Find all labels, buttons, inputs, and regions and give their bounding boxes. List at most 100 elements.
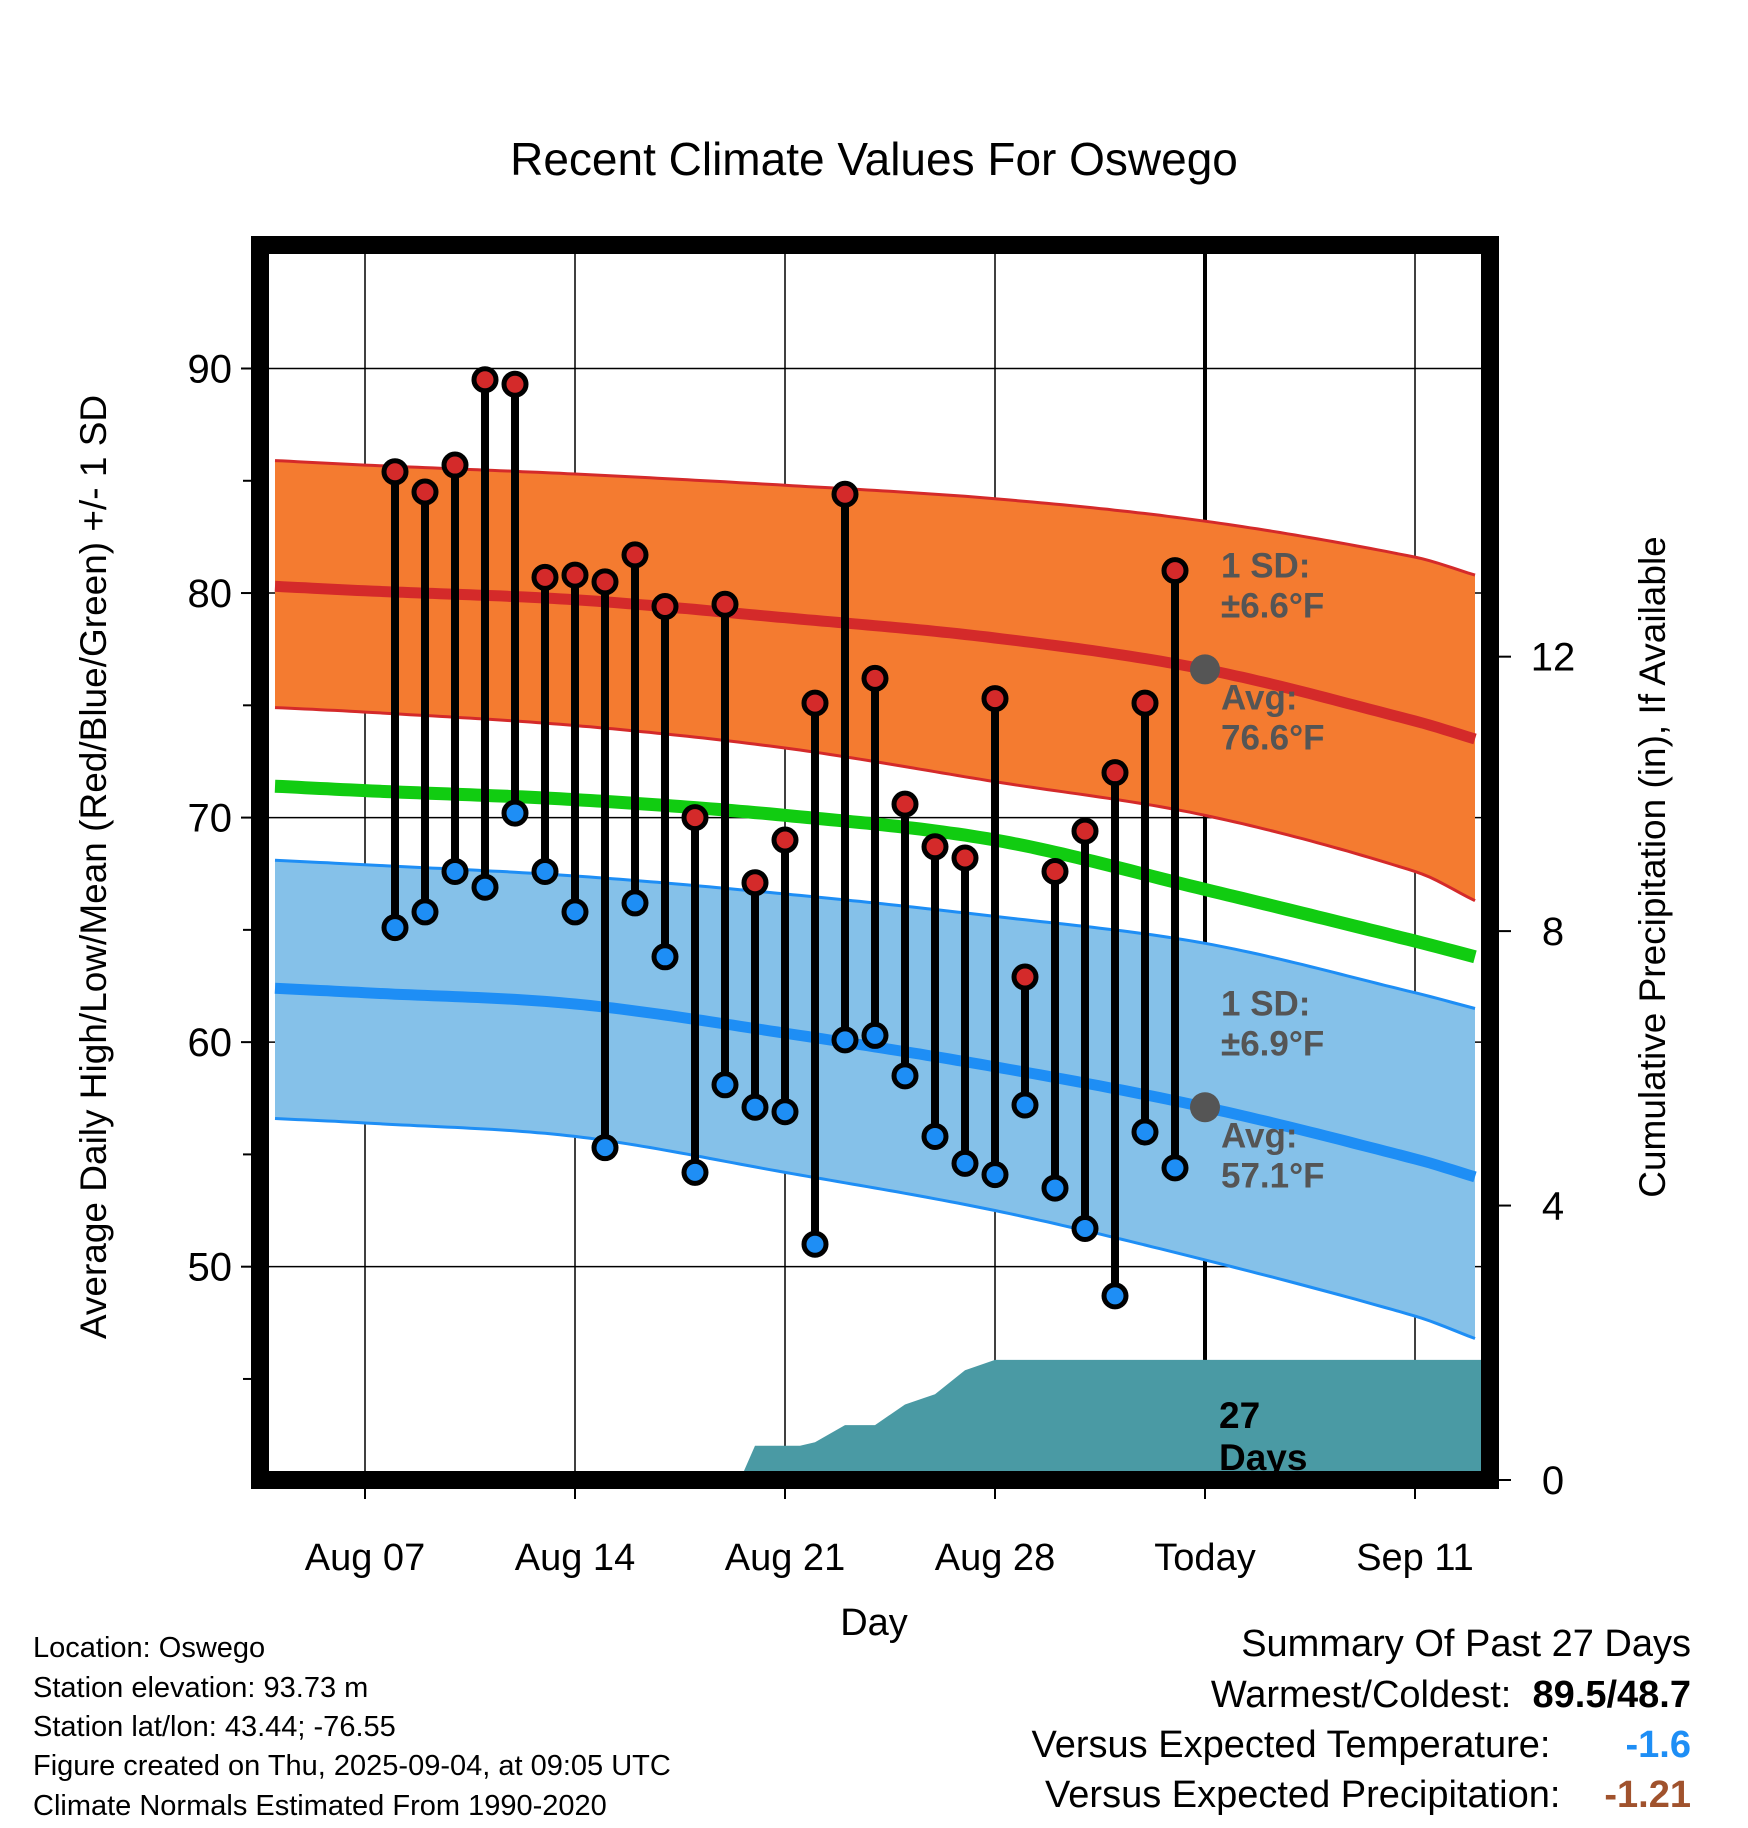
figure-created: Figure created on Thu, 2025-09-04, at 09…	[33, 1750, 671, 1782]
high-temp-point	[1011, 963, 1039, 991]
warmest-coldest-value: 89.5/48.7	[1533, 1676, 1692, 1714]
high-temp-point	[891, 790, 919, 818]
low-temp-point	[981, 1161, 1009, 1189]
summary-title: Summary Of Past 27 Days	[1241, 1623, 1691, 1665]
high-band-upper-edge	[274, 459, 1476, 577]
y2-axis-label: Cumulative Precipitation (in), If Availa…	[1632, 536, 1673, 1198]
high-temp-point	[1161, 557, 1189, 585]
high-temp-point	[1041, 857, 1069, 885]
observation-markers	[381, 366, 1220, 1310]
summary-warm-cold: Warmest/Coldest: 89.5/48.7	[1211, 1676, 1691, 1714]
x-tick-label: Aug 21	[725, 1537, 845, 1579]
high-mean-line	[274, 580, 1477, 745]
high-avg-label: Avg:	[1221, 678, 1297, 717]
y2-tick-label: 0	[1542, 1459, 1564, 1503]
low-temp-point	[1011, 1091, 1039, 1119]
station-elevation: Station elevation: 93.73 m	[33, 1672, 369, 1704]
low-temp-point	[1041, 1174, 1069, 1202]
high-temp-point	[501, 370, 529, 398]
coldest-value: 48.7	[1617, 1674, 1691, 1716]
high-temp-point	[711, 590, 739, 618]
x-tick-label: Today	[1154, 1537, 1255, 1579]
high-temp-point	[621, 541, 649, 569]
x-tick-label: Aug 28	[935, 1537, 1055, 1579]
precipitation-area	[740, 1359, 1490, 1480]
warm-cold-separator: /	[1606, 1674, 1618, 1716]
high-temp-point	[921, 833, 949, 861]
low-temp-point	[1101, 1282, 1129, 1310]
high-temp-point	[651, 593, 679, 621]
temp-versus-value: -1.6	[1625, 1724, 1691, 1766]
low-temp-point	[381, 914, 409, 942]
today-low-avg-marker	[1190, 1092, 1220, 1123]
y2-tick-label: 12	[1531, 636, 1576, 680]
low-sd-value: ±6.9°F	[1221, 1024, 1324, 1063]
warm-cold-label: Warmest/Coldest:	[1210, 1674, 1512, 1716]
low-temp-point	[1071, 1215, 1099, 1243]
plot-frame	[251, 236, 1499, 1489]
precip-versus-value: -1.21	[1604, 1774, 1691, 1816]
high-temp-point	[681, 804, 709, 832]
y-tick-label: 90	[188, 348, 233, 392]
high-temp-point	[1071, 817, 1099, 845]
high-temp-point	[411, 478, 439, 506]
y2-tick-label: 8	[1542, 910, 1564, 954]
y2-tick-label: 4	[1542, 1185, 1564, 1229]
high-temp-point	[771, 826, 799, 854]
summary-precip: Versus Expected Precipitation: -1.21	[1045, 1776, 1691, 1814]
low-sd-label: 1 SD:	[1221, 984, 1310, 1023]
x-tick-label: Sep 11	[1356, 1537, 1474, 1579]
y-tick-label: 80	[188, 572, 233, 616]
low-temp-point	[801, 1230, 829, 1258]
low-temp-point	[471, 873, 499, 901]
low-temp-point	[591, 1134, 619, 1162]
precip-versus-label: Versus Expected Precipitation:	[1045, 1774, 1561, 1816]
days-word-label: Days	[1219, 1437, 1307, 1478]
low-temp-point	[531, 857, 559, 885]
high-temp-point	[1131, 689, 1159, 717]
low-temp-point	[951, 1149, 979, 1177]
y-axis-label: Average Daily High/Low/Mean (Red/Blue/Gr…	[73, 395, 114, 1339]
high-sd-label: 1 SD:	[1221, 546, 1310, 585]
high-temp-point	[831, 480, 859, 508]
high-temp-point	[381, 458, 409, 486]
today-high-avg-marker	[1190, 654, 1220, 685]
low-temp-point	[921, 1122, 949, 1150]
low-temp-point	[861, 1021, 889, 1049]
low-temp-point	[741, 1093, 769, 1121]
high-temp-point	[951, 844, 979, 872]
high-temp-point	[981, 685, 1009, 713]
high-temp-point	[1101, 759, 1129, 787]
high-temp-point	[471, 366, 499, 394]
y-tick-label: 60	[188, 1021, 233, 1065]
low-temp-point	[441, 857, 469, 885]
high-temp-point	[561, 561, 589, 589]
low-avg-value: 57.1°F	[1221, 1156, 1325, 1195]
low-temp-point	[411, 898, 439, 926]
high-sd-value: ±6.6°F	[1221, 586, 1324, 625]
high-avg-value: 76.6°F	[1221, 718, 1325, 757]
x-tick-label: Aug 07	[305, 1537, 425, 1579]
warmest-value: 89.5	[1532, 1674, 1607, 1716]
low-temp-point	[561, 898, 589, 926]
low-temp-point	[891, 1062, 919, 1090]
cumulative-precip-area	[740, 1359, 1490, 1480]
climate-normals-source: Climate Normals Estimated From 1990-2020	[33, 1790, 607, 1822]
days-count-label: 27	[1219, 1395, 1260, 1436]
observation-bars	[391, 379, 1179, 1296]
high-temp-point	[741, 869, 769, 897]
summary-temp: Versus Expected Temperature: -1.6	[1032, 1726, 1691, 1764]
low-band-lower-edge	[274, 1117, 1476, 1340]
low-temp-point	[501, 799, 529, 827]
low-temp-point	[681, 1158, 709, 1186]
station-latlon: Station lat/lon: 43.44; -76.55	[33, 1711, 396, 1743]
low-temp-point	[771, 1098, 799, 1126]
low-temp-point	[651, 943, 679, 971]
low-avg-label: Avg:	[1221, 1116, 1297, 1155]
low-temp-point	[1131, 1118, 1159, 1146]
low-temp-point	[711, 1071, 739, 1099]
x-axis-label: Day	[840, 1602, 908, 1644]
